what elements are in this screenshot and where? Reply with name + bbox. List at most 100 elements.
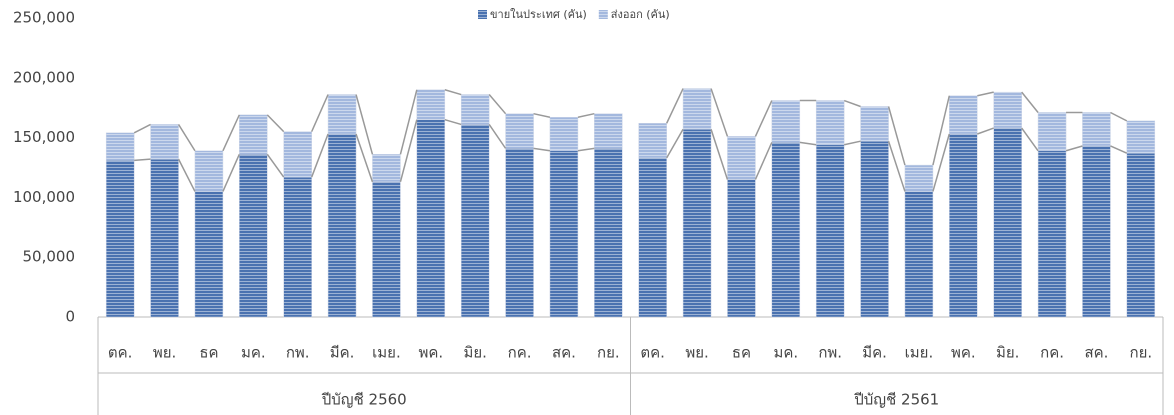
bar-segment <box>372 181 401 318</box>
bar-segment <box>860 140 889 318</box>
series-line <box>488 94 507 115</box>
bar-segment <box>682 88 712 130</box>
x-tick-label: พย. <box>153 344 176 362</box>
series-line <box>1110 145 1128 154</box>
series-line <box>577 147 595 152</box>
x-tick-label: กพ. <box>818 344 842 362</box>
series-line <box>1065 145 1083 152</box>
bar-segment <box>1082 112 1111 147</box>
bar-segment <box>549 150 579 318</box>
series-line <box>666 128 684 159</box>
bar-segment <box>993 91 1022 129</box>
bar-segment <box>1037 150 1067 318</box>
bar-segment <box>283 176 312 318</box>
series-line <box>710 88 729 137</box>
series-line <box>399 119 418 183</box>
series-line <box>977 127 994 135</box>
bar-segment <box>860 106 889 142</box>
bar-segment <box>194 150 224 192</box>
group-label: ปีบัญชี 2560 <box>321 391 407 409</box>
y-tick-label: 100,000 <box>13 188 75 206</box>
bar-segment <box>105 132 135 161</box>
x-tick-label: มิย. <box>996 344 1019 362</box>
bar-segment <box>771 142 801 318</box>
series-line <box>266 114 285 133</box>
bar-segment <box>949 133 978 318</box>
x-tick-label: มค. <box>241 344 266 362</box>
bar-segment <box>505 148 534 318</box>
series-line <box>1021 127 1039 152</box>
bar-segment <box>638 122 667 159</box>
bar-segment <box>1082 145 1111 318</box>
x-tick-label: ธค <box>732 344 751 362</box>
bar-segment <box>904 164 934 192</box>
series-line <box>932 133 951 192</box>
x-tick-label: พย. <box>685 344 708 362</box>
series-line <box>311 94 329 132</box>
legend: ขายในประเทศ (คัน) ส่งออก (คัน) <box>478 8 670 21</box>
bar-segment <box>460 94 490 125</box>
x-tick-label: กค. <box>508 344 532 362</box>
bar-segment <box>594 113 623 149</box>
series-line <box>177 158 196 192</box>
y-tick-label: 250,000 <box>13 9 75 27</box>
x-tick-label: เมย. <box>905 344 934 362</box>
series-line <box>355 94 374 155</box>
series-line <box>844 140 861 146</box>
bar-segment <box>327 94 357 135</box>
series-line <box>887 106 906 166</box>
y-tick-label: 150,000 <box>13 128 75 146</box>
series-line <box>754 142 773 180</box>
x-tick-label: กค. <box>1040 344 1064 362</box>
x-tick-label: พค. <box>951 344 976 362</box>
x-tick-label: กพ. <box>286 344 310 362</box>
bar-segment <box>727 136 756 180</box>
x-tick-label: สค. <box>552 344 576 362</box>
series-line <box>266 153 285 178</box>
bar-segment <box>815 100 845 146</box>
series-line <box>887 140 906 192</box>
x-tick-label: พค. <box>418 344 443 362</box>
series-line <box>355 133 374 183</box>
bar-segment <box>372 154 401 183</box>
series-line <box>444 89 462 96</box>
bar-segment <box>150 124 179 160</box>
bar-segment <box>594 148 623 318</box>
y-tick-label: 200,000 <box>13 68 75 86</box>
x-tick-label: ธค <box>199 344 218 362</box>
bar-segment <box>505 113 534 149</box>
bar-segment <box>239 114 268 155</box>
bar-segment <box>416 89 446 120</box>
bar-segment <box>549 117 579 152</box>
x-tick-label: ตค. <box>108 344 133 362</box>
y-tick-label: 50,000 <box>23 248 76 266</box>
series-line <box>977 91 994 97</box>
series-line <box>399 89 418 155</box>
series-line <box>222 154 240 192</box>
series-line <box>666 88 684 124</box>
x-tick-label: มีค. <box>330 344 355 362</box>
series-line <box>133 123 151 134</box>
bar-segment <box>239 154 268 318</box>
x-tick-label: มีค. <box>862 344 887 362</box>
legend-label: ขายในประเทศ (คัน) <box>490 8 587 21</box>
legend-swatch <box>598 10 608 19</box>
bar-segment <box>1037 112 1067 152</box>
x-tick-label: เมย. <box>372 344 401 362</box>
series-line <box>134 158 151 162</box>
x-tick-label: สค. <box>1084 344 1108 362</box>
bar-segment <box>771 100 801 143</box>
bar-segment <box>416 119 446 318</box>
series-line <box>177 124 196 152</box>
bar-segment <box>283 131 312 178</box>
x-tick-label: กย. <box>597 344 620 362</box>
y-tick-label: 0 <box>65 308 75 326</box>
series-line <box>754 100 773 137</box>
series-line <box>533 112 551 119</box>
series-line <box>444 118 462 126</box>
series-line <box>222 114 240 152</box>
legend-label: ส่งออก (คัน) <box>611 8 670 21</box>
bar-segment <box>1126 152 1156 318</box>
bar-segment <box>682 128 712 318</box>
